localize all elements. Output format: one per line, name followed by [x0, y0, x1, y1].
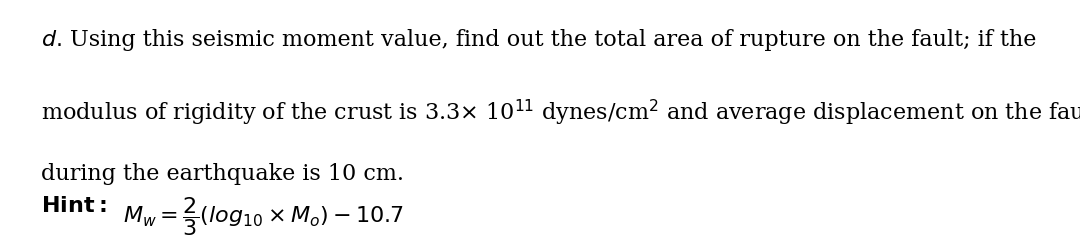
Text: $M_w = \dfrac{2}{3}(log_{10} \times M_o) - 10.7$: $M_w = \dfrac{2}{3}(log_{10} \times M_o)…: [123, 195, 404, 238]
Text: $\it{d}$$\rm{.}$: $\it{d}$$\rm{.}$: [41, 29, 62, 51]
Text: modulus of rigidity of the crust is 3.3$\times$ 10$^{11}$ dynes/cm$^{2}$ and ave: modulus of rigidity of the crust is 3.3$…: [41, 98, 1080, 128]
Text: $\bf{Hint:}$: $\bf{Hint:}$: [41, 195, 107, 217]
Text: during the earthquake is 10 cm.: during the earthquake is 10 cm.: [41, 163, 404, 185]
Text: Using this seismic moment value, find out the total area of rupture on the fault: Using this seismic moment value, find ou…: [70, 29, 1037, 51]
